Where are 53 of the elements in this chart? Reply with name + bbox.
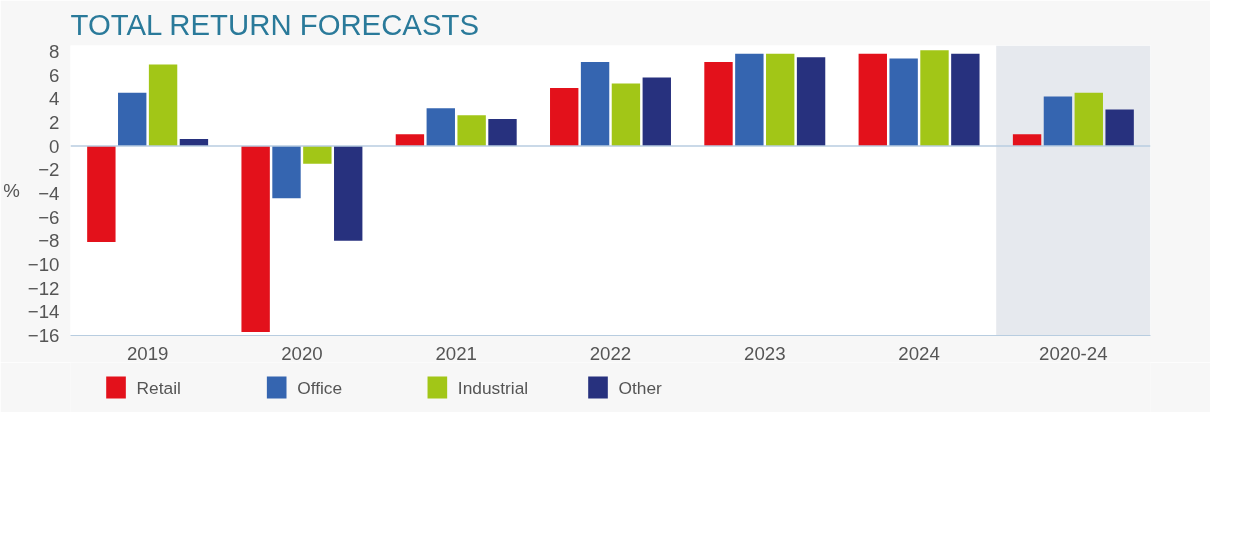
y-tick-label: −14: [27, 301, 60, 323]
y-tick-label: −12: [27, 277, 60, 299]
y-tick-label: −6: [38, 206, 60, 228]
bar: [796, 57, 826, 147]
y-tick-label: −16: [27, 325, 60, 346]
legend-label: Industrial: [457, 377, 529, 398]
bar: [1105, 109, 1134, 147]
bar: [1074, 92, 1103, 147]
x-tick-label: 2024: [898, 342, 940, 364]
y-tick-label: 6: [49, 64, 60, 86]
bar: [611, 83, 641, 147]
bar: [303, 146, 332, 164]
legend-label: Retail: [136, 377, 181, 398]
bar: [241, 146, 270, 332]
bar: [704, 62, 733, 147]
bar: [457, 115, 486, 147]
bar: [118, 92, 147, 147]
x-tick-label: 2019: [126, 342, 169, 364]
bar: [920, 50, 949, 147]
x-tick-label: 2020-24: [1039, 342, 1108, 364]
bar: [272, 146, 301, 199]
bar: [1012, 134, 1042, 147]
bar: [889, 58, 918, 147]
bar: [148, 64, 178, 147]
legend-label: Office: [297, 377, 343, 398]
bar: [87, 146, 116, 242]
bar: [426, 108, 455, 147]
y-tick-label: −10: [27, 253, 60, 275]
bar: [1043, 96, 1073, 147]
x-tick-label: 2023: [744, 342, 786, 364]
x-tick-label: 2020: [281, 342, 323, 364]
y-tick-label: 8: [49, 40, 60, 62]
y-tick-label: 2: [49, 111, 60, 133]
y-tick-label: 4: [49, 88, 60, 110]
y-tick-label: 0: [49, 135, 60, 157]
x-tick-label: 2021: [435, 342, 477, 364]
bar: [858, 53, 887, 147]
y-tick-label: −2: [38, 159, 60, 181]
bar: [580, 62, 610, 147]
bar: [334, 146, 363, 241]
bar: [488, 118, 517, 147]
bar: [735, 53, 764, 147]
x-tick-label: 2022: [589, 342, 632, 364]
bar: [766, 53, 795, 147]
y-tick-label: −8: [38, 230, 60, 252]
bar: [642, 77, 671, 147]
legend-label: Other: [618, 377, 663, 398]
y-tick-label: −4: [38, 182, 60, 204]
bar: [395, 134, 425, 147]
bar: [951, 53, 980, 147]
chart-title: TOTAL RETURN FORECASTS: [70, 7, 479, 41]
bar: [550, 88, 579, 147]
y-axis-title: %: [3, 180, 20, 201]
